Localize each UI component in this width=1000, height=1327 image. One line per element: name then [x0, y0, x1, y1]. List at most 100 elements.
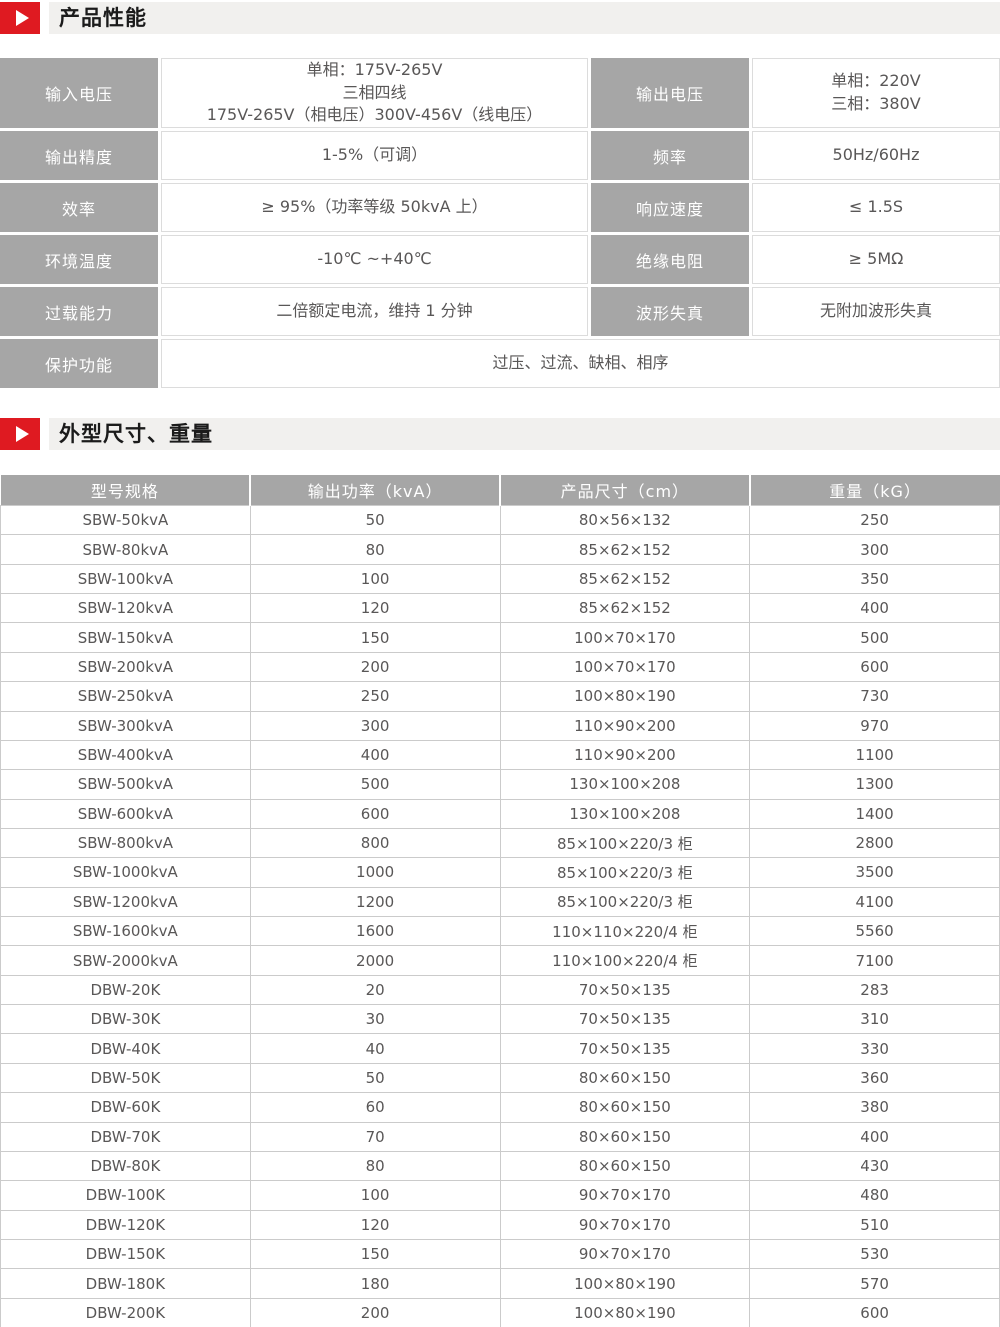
spec-label: 环境温度: [0, 235, 158, 284]
spec-value: ≥ 5MΩ: [752, 235, 1000, 284]
table-cell: SBW-300kvA: [0, 710, 251, 741]
table-cell: 120: [249, 1209, 501, 1240]
table-row: SBW-1600kvA 1600 110×110×220/4 柜 5560: [0, 916, 1000, 947]
table-cell: 100×70×170: [499, 622, 751, 653]
spec-value: 50Hz/60Hz: [752, 131, 1000, 180]
table-row: DBW-80K 80 80×60×150 430: [0, 1150, 1000, 1182]
table-cell: 510: [749, 1209, 1000, 1240]
table-cell: 80: [249, 1150, 501, 1182]
table-cell: SBW-200kvA: [0, 651, 251, 683]
table-cell: 310: [749, 1004, 1000, 1035]
section-title-bar: [49, 2, 1000, 34]
table-cell: 3500: [749, 857, 1000, 888]
table-cell: 100: [249, 563, 501, 595]
table-cell: 70×50×135: [499, 974, 751, 1006]
table-cell: 90×70×170: [499, 1180, 751, 1211]
table-cell: 1200: [249, 886, 501, 918]
table-cell: 200: [249, 1297, 501, 1327]
table-cell: DBW-120K: [0, 1209, 251, 1240]
table-cell: SBW-120kvA: [0, 593, 251, 624]
table-cell: 85×100×220/3 柜: [499, 827, 751, 859]
table-cell: 110×100×220/4 柜: [499, 945, 751, 976]
table-cell: 50: [249, 504, 501, 536]
section-header-dimensions: 外型尺寸、重量: [0, 418, 1000, 450]
table-cell: 330: [749, 1033, 1000, 1064]
spec-value: 单相：220V 三相：380V: [752, 58, 1000, 128]
table-cell: 70×50×135: [499, 1033, 751, 1064]
table-cell: 50: [249, 1062, 501, 1094]
play-icon: [0, 418, 40, 450]
table-cell: 40: [249, 1033, 501, 1064]
table-cell: DBW-150K: [0, 1238, 251, 1270]
table-cell: DBW-30K: [0, 1004, 251, 1035]
table-cell: 100×80×190: [499, 1297, 751, 1327]
table-cell: SBW-500kvA: [0, 769, 251, 800]
table-cell: 70×50×135: [499, 1004, 751, 1035]
table-cell: 100×70×170: [499, 651, 751, 683]
table-cell: 400: [249, 739, 501, 771]
table-cell: 530: [749, 1238, 1000, 1270]
spec-value: -10℃ ~+40℃: [161, 235, 588, 284]
table-cell: 5560: [749, 916, 1000, 947]
table-cell: 1300: [749, 769, 1000, 800]
table-cell: 970: [749, 710, 1000, 741]
table-cell: 80×60×150: [499, 1121, 751, 1152]
table-cell: DBW-100K: [0, 1180, 251, 1211]
spec-value: 过压、过流、缺相、相序: [161, 339, 1000, 388]
table-cell: 80×60×150: [499, 1062, 751, 1094]
table-cell: 570: [749, 1268, 1000, 1299]
table-cell: DBW-70K: [0, 1121, 251, 1152]
table-row: SBW-250kvA 250 100×80×190 730: [0, 681, 1000, 712]
table-cell: 85×62×152: [499, 563, 751, 595]
spec-value-line: 三相四线: [342, 82, 407, 102]
table-cell: SBW-80kvA: [0, 534, 251, 565]
table-cell: 90×70×170: [499, 1209, 751, 1240]
table-cell: SBW-800kvA: [0, 827, 251, 859]
spec-label: 波形失真: [591, 287, 749, 336]
table-cell: 80×56×132: [499, 504, 751, 536]
spec-value: 单相：175V-265V 三相四线 175V-265V（相电压）300V-456…: [161, 58, 588, 128]
table-cell: 4100: [749, 886, 1000, 918]
spec-label: 过载能力: [0, 287, 158, 336]
table-cell: DBW-40K: [0, 1033, 251, 1064]
spec-value: 二倍额定电流，维持 1 分钟: [161, 287, 588, 336]
table-cell: 85×62×152: [499, 593, 751, 624]
table-row: DBW-20K 20 70×50×135 283: [0, 974, 1000, 1006]
table-cell: 85×100×220/3 柜: [499, 886, 751, 918]
table-cell: DBW-80K: [0, 1150, 251, 1182]
spec-value-line: 单相：175V-265V: [306, 59, 443, 79]
spec-label: 响应速度: [591, 183, 749, 232]
table-cell: SBW-1600kvA: [0, 916, 251, 947]
table-cell: 2800: [749, 827, 1000, 859]
table-cell: SBW-250kvA: [0, 681, 251, 712]
table-cell: 250: [749, 504, 1000, 536]
table-cell: SBW-1200kvA: [0, 886, 251, 918]
table-row: DBW-120K 120 90×70×170 510: [0, 1209, 1000, 1240]
spec-label: 输入电压: [0, 58, 158, 128]
table-cell: SBW-400kvA: [0, 739, 251, 771]
column-header-power: 输出功率（kvA）: [250, 475, 501, 506]
table-cell: 600: [749, 1297, 1000, 1327]
table-row: DBW-180K 180 100×80×190 570: [0, 1268, 1000, 1299]
spec-label: 绝缘电阻: [591, 235, 749, 284]
table-row: SBW-300kvA 300 110×90×200 970: [0, 710, 1000, 741]
table-row: SBW-800kvA 800 85×100×220/3 柜 2800: [0, 827, 1000, 859]
table-cell: SBW-1000kvA: [0, 857, 251, 888]
table-row: SBW-1000kvA 1000 85×100×220/3 柜 3500: [0, 857, 1000, 888]
spec-label: 输出精度: [0, 131, 158, 180]
table-cell: 130×100×208: [499, 769, 751, 800]
table-cell: 1600: [249, 916, 501, 947]
table-row: DBW-100K 100 90×70×170 480: [0, 1180, 1000, 1211]
table-cell: 60: [249, 1092, 501, 1123]
table-row: SBW-400kvA 400 110×90×200 1100: [0, 739, 1000, 771]
table-row: DBW-40K 40 70×50×135 330: [0, 1033, 1000, 1064]
spec-label: 输出电压: [591, 58, 749, 128]
table-row: SBW-150kvA 150 100×70×170 500: [0, 622, 1000, 653]
table-cell: SBW-150kvA: [0, 622, 251, 653]
spec-value: 1-5%（可调）: [161, 131, 588, 180]
table-row: DBW-70K 70 80×60×150 400: [0, 1121, 1000, 1152]
table-row: SBW-100kvA 100 85×62×152 350: [0, 563, 1000, 595]
table-cell: 2000: [249, 945, 501, 976]
section-title: 外型尺寸、重量: [59, 422, 213, 446]
table-cell: 80: [249, 534, 501, 565]
